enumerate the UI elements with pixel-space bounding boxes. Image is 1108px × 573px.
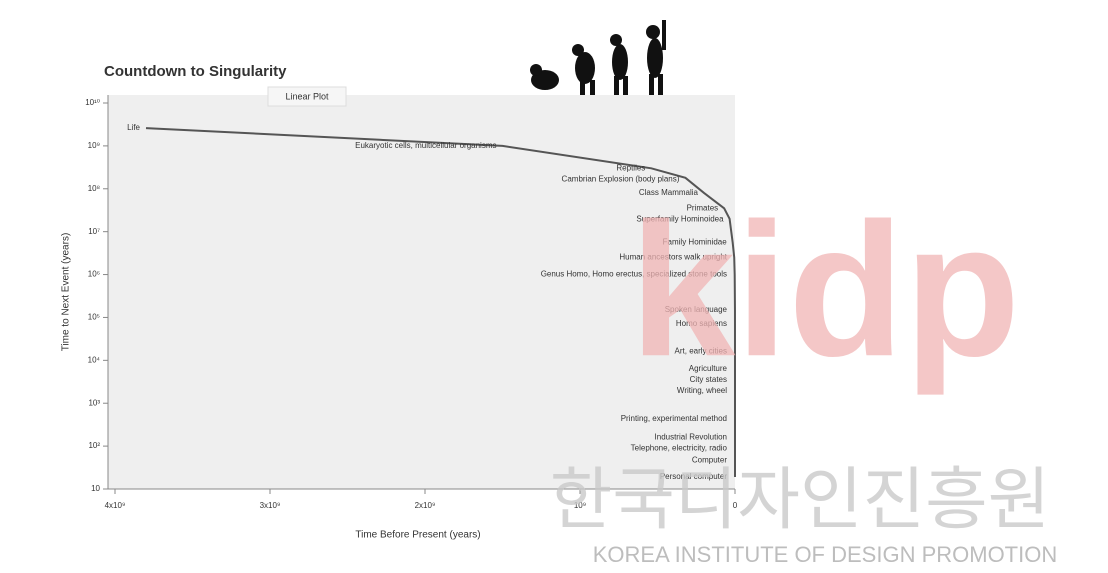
y-tick-label: 10⁵ bbox=[88, 313, 100, 322]
event-label: Superfamily Hominoidea bbox=[636, 214, 724, 223]
x-tick-label: 0 bbox=[733, 501, 738, 510]
event-label: Class Mammalia bbox=[639, 188, 699, 197]
event-label: Telephone, electricity, radio bbox=[631, 443, 728, 452]
x-tick-label: 3x10⁹ bbox=[260, 501, 281, 510]
watermark-english: KOREA INSTITUTE OF DESIGN PROMOTION bbox=[593, 542, 1057, 567]
watermark-korean: 한국디자인진흥원 bbox=[550, 462, 1050, 538]
event-label: Genus Homo, Homo erectus, specialized st… bbox=[541, 270, 727, 279]
subtitle: Linear Plot bbox=[285, 91, 329, 101]
chart-title: Countdown to Singularity bbox=[104, 63, 287, 80]
event-label: Cambrian Explosion (body plans) bbox=[562, 174, 680, 183]
event-label: Art, early cities bbox=[675, 347, 727, 356]
event-label: Human ancestors walk upright bbox=[619, 253, 727, 262]
y-tick-label: 10⁴ bbox=[88, 355, 101, 364]
y-tick-label: 10³ bbox=[88, 398, 100, 407]
y-tick-label: 10⁷ bbox=[88, 227, 100, 236]
event-label: Primates bbox=[687, 203, 719, 212]
event-label: Personal computer bbox=[660, 472, 727, 481]
event-label: Agriculture bbox=[689, 364, 728, 373]
event-label: Homo sapiens bbox=[676, 319, 727, 328]
event-label: Family Hominidae bbox=[663, 238, 728, 247]
event-label: Life bbox=[127, 123, 140, 132]
x-axis-label: Time Before Present (years) bbox=[355, 530, 480, 541]
x-tick-label: 10⁹ bbox=[574, 501, 586, 510]
event-label: Reptiles bbox=[616, 163, 645, 172]
event-line bbox=[145, 127, 736, 478]
event-label: Spoken language bbox=[665, 305, 728, 314]
x-tick-label: 2x10⁹ bbox=[415, 501, 436, 510]
event-label: Computer bbox=[692, 455, 727, 464]
y-tick-label: 10⁹ bbox=[88, 141, 100, 150]
y-tick-label: 10² bbox=[88, 441, 100, 450]
event-label: City states bbox=[690, 375, 727, 384]
x-tick-label: 4x10⁹ bbox=[105, 501, 126, 510]
y-tick-label: 10 bbox=[91, 484, 100, 493]
event-label: Printing, experimental method bbox=[621, 414, 727, 423]
subtitle-box bbox=[267, 86, 347, 107]
event-label: Writing, wheel bbox=[677, 386, 727, 395]
y-tick-label: 10¹⁰ bbox=[85, 98, 100, 107]
event-label: Eukaryotic cells, multicellular organism… bbox=[355, 141, 496, 150]
event-label: Industrial Revolution bbox=[655, 432, 727, 441]
y-tick-label: 10⁸ bbox=[88, 184, 100, 193]
evolution-icon bbox=[530, 20, 666, 95]
watermark-logo: kidp bbox=[630, 184, 1021, 396]
y-tick-label: 10⁶ bbox=[88, 270, 100, 279]
plot-area bbox=[108, 95, 735, 489]
y-axis-label: Time to Next Event (years) bbox=[61, 233, 72, 352]
